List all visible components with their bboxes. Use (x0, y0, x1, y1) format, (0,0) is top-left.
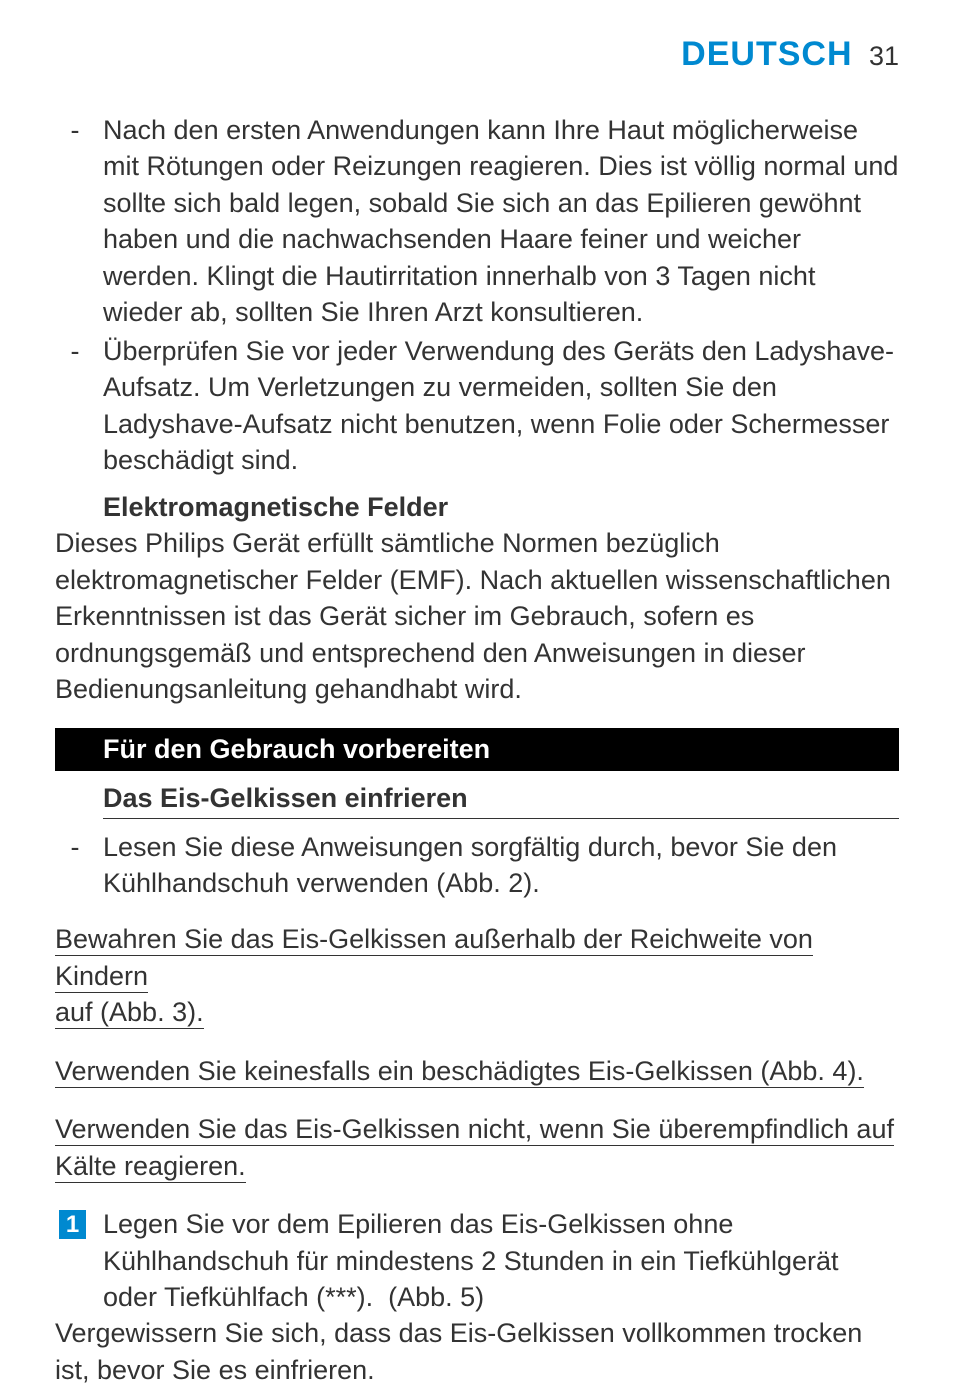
bullet-text: Überprüfen Sie vor jeder Verwendung des … (103, 333, 899, 479)
step-text: Legen Sie vor dem Epilieren das Eis-Gelk… (103, 1206, 899, 1315)
header-page-number: 31 (869, 41, 899, 71)
bullet-dash-icon: - (55, 112, 103, 331)
warning-line: Kälte reagieren. (55, 1151, 246, 1183)
list-item: - Nach den ersten Anwendungen kann Ihre … (55, 112, 899, 331)
step-followup-text: Vergewissern Sie sich, dass das Eis-Gelk… (55, 1315, 899, 1388)
emf-heading: Elektromagnetische Felder (103, 492, 899, 523)
step-number-wrap: 1 (55, 1206, 103, 1315)
numbered-step: 1 Legen Sie vor dem Epilieren das Eis-Ge… (55, 1206, 899, 1315)
instructions-list: - Lesen Sie diese Anweisungen sorgfältig… (55, 829, 899, 902)
warning-line: Verwenden Sie keinesfalls ein beschädigt… (55, 1056, 864, 1088)
warning-text: Verwenden Sie das Eis-Gelkissen nicht, w… (55, 1111, 899, 1184)
list-item: - Lesen Sie diese Anweisungen sorgfältig… (55, 829, 899, 902)
section-heading-bar: Für den Gebrauch vorbereiten (55, 728, 899, 771)
warning-line: auf (Abb. 3). (55, 997, 204, 1029)
bullet-dash-icon: - (55, 333, 103, 479)
step-number-badge: 1 (59, 1210, 86, 1239)
subsection-heading: Das Eis-Gelkissen einfrieren (103, 783, 899, 819)
bullet-dash-icon: - (55, 829, 103, 902)
warning-text: Verwenden Sie keinesfalls ein beschädigt… (55, 1053, 899, 1089)
warnings-list-top: - Nach den ersten Anwendungen kann Ihre … (55, 112, 899, 478)
emf-body: Dieses Philips Gerät erfüllt sämtliche N… (55, 525, 899, 707)
warning-line: Verwenden Sie das Eis-Gelkissen nicht, w… (55, 1114, 894, 1146)
warning-line: Bewahren Sie das Eis-Gelkissen außerhalb… (55, 924, 813, 992)
header-language: DEUTSCH (681, 35, 852, 73)
bullet-text: Lesen Sie diese Anweisungen sorgfältig d… (103, 829, 899, 902)
page-header: DEUTSCH 31 (55, 35, 899, 74)
warning-text: Bewahren Sie das Eis-Gelkissen außerhalb… (55, 921, 899, 1030)
list-item: - Überprüfen Sie vor jeder Verwendung de… (55, 333, 899, 479)
bullet-text: Nach den ersten Anwendungen kann Ihre Ha… (103, 112, 899, 331)
